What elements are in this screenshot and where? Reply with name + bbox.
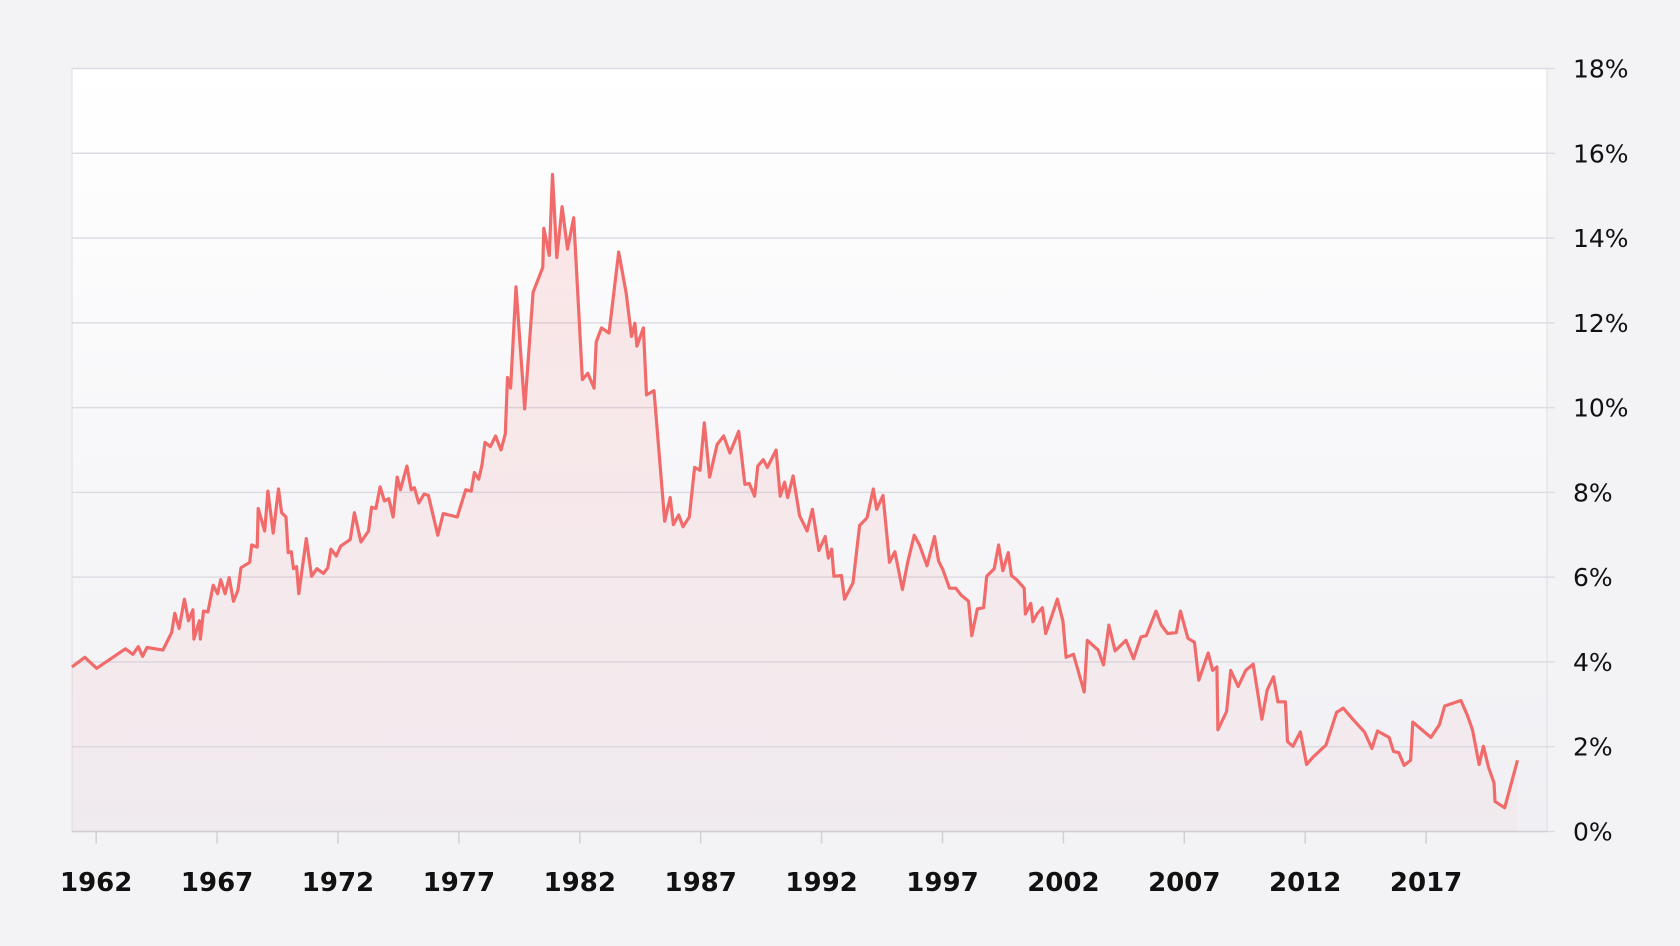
y-tick-label: 12% <box>1573 309 1629 338</box>
y-tick-label: 6% <box>1573 563 1613 592</box>
x-tick-label: 2002 <box>1027 868 1099 898</box>
x-tick-label: 1982 <box>544 868 616 898</box>
x-tick-label: 1992 <box>785 868 857 898</box>
y-tick-label: 8% <box>1573 478 1613 507</box>
x-tick-label: 1977 <box>423 868 495 898</box>
x-tick-label: 2017 <box>1390 868 1462 898</box>
area <box>72 174 1518 832</box>
x-tick-label: 1962 <box>60 868 132 898</box>
y-tick-label: 18% <box>1573 55 1629 84</box>
y-tick-label: 0% <box>1573 818 1613 847</box>
x-tick-label: 1987 <box>665 868 737 898</box>
y-tick-label: 10% <box>1573 394 1629 423</box>
y-tick-label: 4% <box>1573 648 1613 677</box>
x-tick-label: 1972 <box>302 868 374 898</box>
x-tick-label: 2007 <box>1148 868 1220 898</box>
y-tick-label: 14% <box>1573 224 1629 253</box>
x-tick-label: 1997 <box>906 868 978 898</box>
x-tick-label: 2012 <box>1269 868 1341 898</box>
x-tick-label: 1967 <box>181 868 253 898</box>
y-tick-label: 16% <box>1573 139 1629 168</box>
y-tick-label: 2% <box>1573 733 1613 762</box>
line <box>71 172 1520 810</box>
